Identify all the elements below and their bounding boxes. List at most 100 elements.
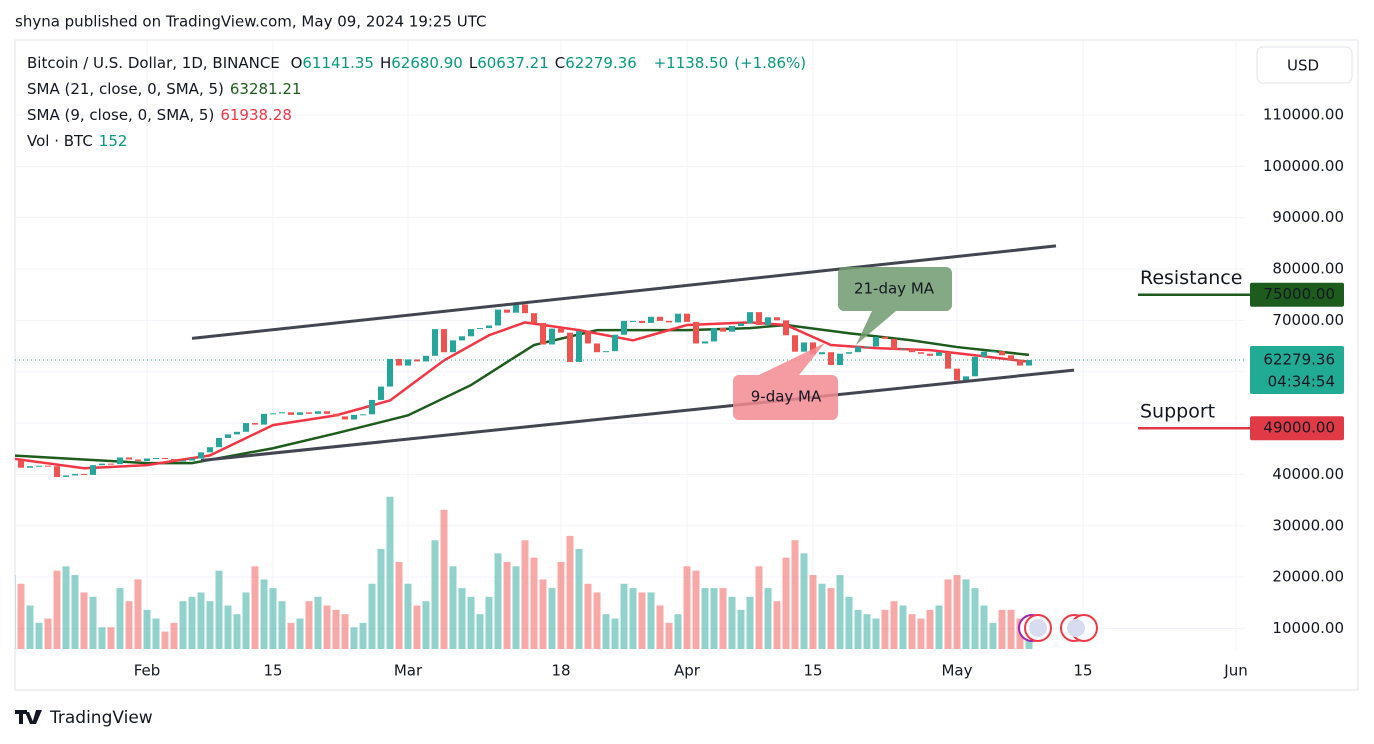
y-tick-label: 30000.00 xyxy=(1272,516,1344,534)
candle-body xyxy=(495,309,501,326)
volume-bar xyxy=(602,614,610,649)
candle-body xyxy=(135,459,141,462)
volume-bar xyxy=(350,627,358,649)
brand-logo xyxy=(15,710,42,724)
level-tag xyxy=(1250,282,1344,307)
volume-bar xyxy=(539,579,547,649)
volume-bar xyxy=(638,592,646,649)
volume-bar xyxy=(71,575,79,649)
indicator-name: SMA (9, close, 0, SMA, 5) xyxy=(27,106,215,124)
candle-body xyxy=(666,320,672,323)
volume-bar xyxy=(215,570,223,649)
candle-body xyxy=(324,411,330,414)
event-flags xyxy=(1018,614,1098,642)
x-tick-label: Apr xyxy=(674,662,701,680)
x-tick-label: May xyxy=(941,662,972,680)
volume-bar xyxy=(278,601,286,649)
volume-bar xyxy=(233,614,241,649)
volume-bar xyxy=(287,622,295,649)
candle-body xyxy=(675,313,681,323)
candle-body xyxy=(45,465,51,467)
volume-bar xyxy=(674,614,682,649)
candle-body xyxy=(153,457,159,459)
candle-body xyxy=(288,412,294,415)
candle-body xyxy=(117,457,123,465)
volume-bar xyxy=(197,592,205,649)
volume-bar xyxy=(440,509,448,649)
candle-body xyxy=(207,447,213,453)
volume-bar xyxy=(107,627,115,649)
legend-title: Bitcoin / U.S. Dollar, 1D, BINANCE xyxy=(27,54,280,72)
volume-bar xyxy=(188,596,196,649)
y-tick-label: 90000.00 xyxy=(1272,208,1344,226)
x-tick-label: Jun xyxy=(1223,662,1247,680)
volume-bar xyxy=(242,592,250,649)
candle-body xyxy=(441,329,447,353)
change: +1138.50 xyxy=(653,54,729,72)
candle-body xyxy=(954,368,960,381)
candle-body xyxy=(180,460,186,462)
candle-body xyxy=(810,342,816,355)
candle-body xyxy=(729,326,735,332)
volume-bar xyxy=(629,588,637,649)
volume-bar xyxy=(1025,640,1033,649)
candle-body xyxy=(225,434,231,438)
currency-button[interactable] xyxy=(1256,46,1353,84)
trend-line xyxy=(200,368,1075,463)
volume-bar xyxy=(44,618,52,649)
candle-body xyxy=(909,348,915,353)
volume-bar xyxy=(161,631,169,649)
volume-bar xyxy=(647,592,655,649)
level-label: Resistance xyxy=(1140,267,1242,289)
candle-body xyxy=(18,460,24,468)
volume-bar xyxy=(125,601,133,649)
volume-bar xyxy=(296,618,304,649)
volume-bar xyxy=(719,588,727,649)
ohlc-label: O xyxy=(290,54,303,72)
callout-text: 9-day MA xyxy=(751,388,822,406)
candle-body xyxy=(630,320,636,322)
volume-bar xyxy=(890,601,898,649)
volume-bar xyxy=(584,583,592,649)
level-value: 75000.00 xyxy=(1263,285,1335,303)
volume-bar xyxy=(998,609,1006,649)
candle-body xyxy=(189,458,195,461)
candle-body xyxy=(54,466,60,477)
volume-bar xyxy=(80,592,88,649)
volume-bar xyxy=(809,575,817,649)
candle-body xyxy=(126,457,132,460)
x-tick-label: Feb xyxy=(134,662,161,680)
callout-box xyxy=(838,267,952,345)
volume-bar xyxy=(692,570,700,649)
y-tick-label: 110000.00 xyxy=(1263,105,1344,123)
candle-body xyxy=(765,317,771,325)
ohlc-value: 62680.90 xyxy=(391,54,463,72)
currency[interactable]: USD xyxy=(1287,57,1319,75)
candle-body xyxy=(414,359,420,362)
volume-bar xyxy=(269,588,277,649)
candle-body xyxy=(720,328,726,332)
candle-body xyxy=(513,304,519,313)
candle-body xyxy=(576,331,582,362)
volume-bar xyxy=(944,579,952,649)
volume-bar xyxy=(395,562,403,649)
candle-body xyxy=(522,304,528,314)
volume-bar xyxy=(512,566,520,649)
volume-bar xyxy=(53,570,61,649)
legend-volume: Vol · BTC 152 xyxy=(27,132,133,150)
volume-bar xyxy=(710,588,718,649)
volume-bar xyxy=(917,618,925,649)
candle-body xyxy=(1008,355,1014,360)
volume-bar xyxy=(116,588,124,649)
candle-body xyxy=(315,411,321,414)
volume-bar xyxy=(557,562,565,649)
candle-body xyxy=(36,465,42,467)
candle-body xyxy=(504,309,510,313)
candle-body xyxy=(90,465,96,475)
candle-body xyxy=(639,320,645,323)
level-label: Support xyxy=(1140,401,1215,423)
candle-body xyxy=(999,351,1005,356)
x-tick-label: 15 xyxy=(263,662,282,680)
volume-bar xyxy=(206,601,214,649)
volume-bar xyxy=(764,588,772,649)
